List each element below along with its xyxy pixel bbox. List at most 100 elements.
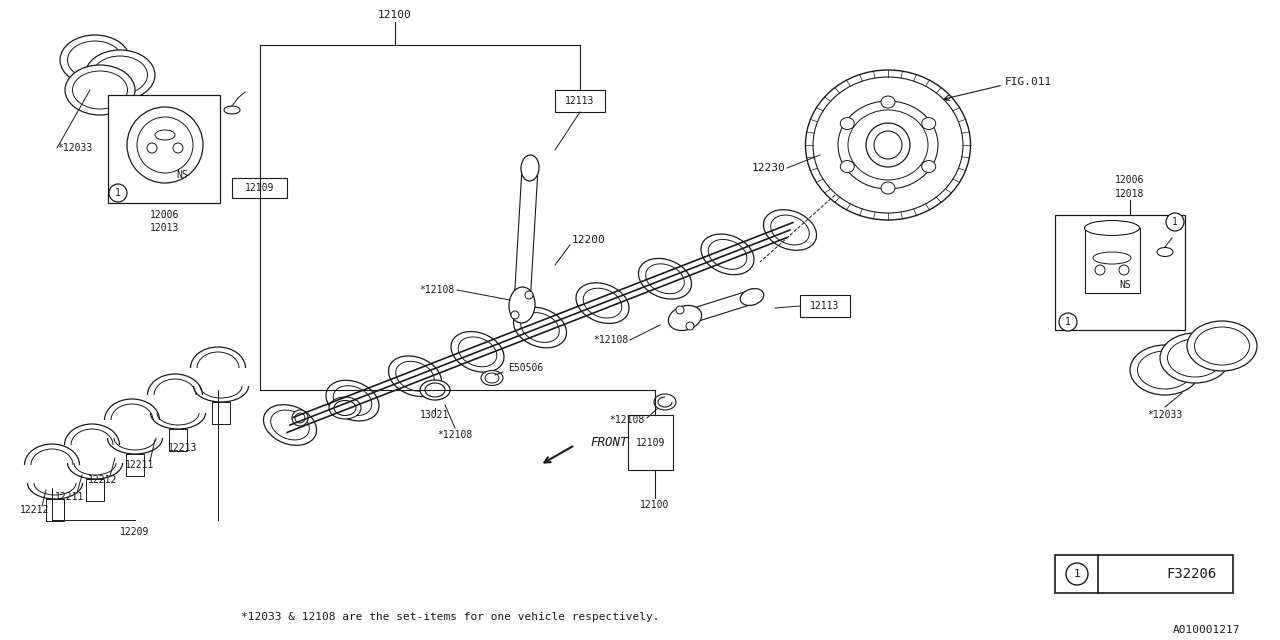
Ellipse shape [668,305,701,330]
Ellipse shape [224,106,241,114]
Ellipse shape [576,283,628,323]
Ellipse shape [420,380,451,400]
Text: *12108: *12108 [593,335,628,345]
Text: 1: 1 [115,188,120,198]
Ellipse shape [73,71,128,109]
Text: FRONT: FRONT [590,436,627,449]
Ellipse shape [1157,248,1172,257]
Ellipse shape [388,356,442,397]
Text: *12033: *12033 [1147,410,1183,420]
Text: 12200: 12200 [572,235,605,245]
Bar [1055,555,1233,593]
Text: 12211: 12211 [125,460,155,470]
Circle shape [127,107,204,183]
Ellipse shape [521,155,539,181]
Ellipse shape [270,410,310,440]
Bar [169,429,187,451]
Text: NS: NS [1119,280,1130,290]
Bar [108,95,220,203]
Ellipse shape [740,289,764,305]
Circle shape [676,306,684,314]
Ellipse shape [1167,339,1222,377]
Ellipse shape [92,56,147,94]
Ellipse shape [840,118,854,129]
Circle shape [874,131,902,159]
Ellipse shape [329,397,361,419]
Text: 12006: 12006 [150,210,179,220]
Ellipse shape [1194,327,1249,365]
Ellipse shape [1187,321,1257,371]
Ellipse shape [771,215,809,245]
Text: 1: 1 [1074,569,1080,579]
Ellipse shape [639,259,691,299]
Circle shape [294,413,305,423]
Text: 12006: 12006 [1115,175,1144,185]
Text: 12113: 12113 [810,301,840,311]
Ellipse shape [805,70,970,220]
Circle shape [137,117,193,173]
Ellipse shape [654,394,676,410]
Circle shape [292,410,308,426]
Ellipse shape [881,96,895,108]
Text: NS: NS [177,170,188,180]
Text: 12209: 12209 [120,527,150,537]
Circle shape [109,184,127,202]
Bar [212,402,230,424]
Circle shape [1094,265,1105,275]
Ellipse shape [1084,221,1139,236]
Bar [628,415,673,470]
Ellipse shape [708,239,746,269]
Ellipse shape [1160,333,1230,383]
Ellipse shape [849,110,928,180]
Text: F32206: F32206 [1167,567,1217,581]
Circle shape [867,123,910,167]
Text: 12212: 12212 [20,505,50,515]
Polygon shape [515,168,538,305]
Text: 12212: 12212 [88,475,118,485]
Text: 12100: 12100 [640,500,669,510]
Ellipse shape [60,35,131,85]
Bar [556,90,605,112]
Text: *12033: *12033 [58,143,92,153]
Ellipse shape [513,307,567,348]
Ellipse shape [922,161,936,173]
Ellipse shape [521,312,559,342]
Polygon shape [684,291,754,324]
Bar [86,479,104,501]
Circle shape [173,143,183,153]
Ellipse shape [701,234,754,275]
Text: 12213: 12213 [168,443,197,453]
Text: 12211: 12211 [55,492,84,502]
Ellipse shape [840,161,854,173]
Text: 12100: 12100 [378,10,412,20]
Circle shape [525,291,532,299]
Text: *12108: *12108 [609,415,645,425]
Text: *12108: *12108 [420,285,454,295]
Ellipse shape [922,118,936,129]
Circle shape [511,311,518,319]
Ellipse shape [396,362,434,391]
Text: FIG.011: FIG.011 [1005,77,1052,87]
Ellipse shape [451,332,504,372]
Bar [125,454,143,476]
Circle shape [1066,563,1088,585]
Circle shape [1119,265,1129,275]
Bar [232,178,287,198]
Ellipse shape [881,182,895,194]
Text: 1: 1 [1065,317,1071,327]
Ellipse shape [326,380,379,421]
Ellipse shape [838,101,938,189]
Ellipse shape [1138,351,1193,389]
Ellipse shape [584,288,622,318]
Ellipse shape [84,50,155,100]
Ellipse shape [481,371,503,385]
Ellipse shape [425,383,445,397]
Ellipse shape [763,210,817,250]
Text: E50506: E50506 [508,363,543,373]
Ellipse shape [155,130,175,140]
Ellipse shape [1093,252,1132,264]
Text: 12113: 12113 [566,96,595,106]
Ellipse shape [68,41,123,79]
Ellipse shape [1130,345,1201,395]
Bar [46,499,64,521]
